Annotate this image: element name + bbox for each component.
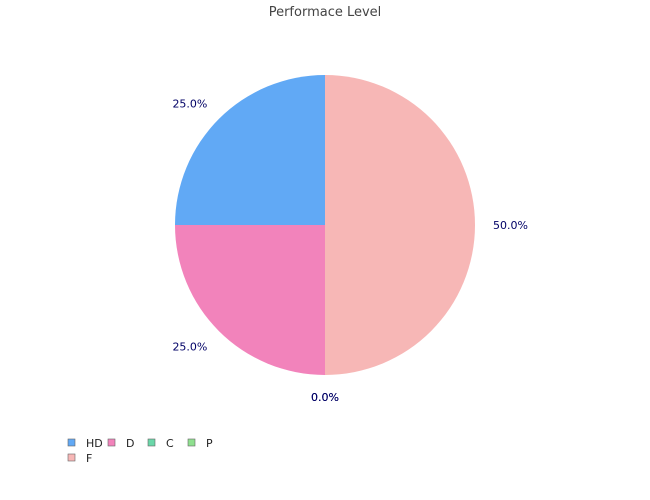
legend-label-p: P	[206, 437, 213, 450]
pie-label-f: 50.0%	[493, 219, 528, 232]
legend-swatch-c	[147, 438, 156, 447]
legend-label-d: D	[126, 437, 134, 450]
legend-item-hd: HD	[67, 437, 103, 450]
legend-item-f: F	[67, 452, 92, 465]
legend-swatch-hd	[67, 438, 76, 447]
pie-label-hd: 25.0%	[172, 97, 207, 110]
pie-label-d: 25.0%	[172, 341, 207, 354]
legend-swatch-d	[107, 438, 116, 447]
pie-slice-hd	[175, 75, 325, 225]
pie-label-p: 0.0%	[311, 391, 339, 404]
chart-title: Performace Level	[269, 5, 382, 20]
pie-label-c: 0.0%	[311, 391, 339, 404]
legend-item-c: C	[147, 437, 174, 450]
legend-label-f: F	[86, 452, 92, 465]
legend-label-hd: HD	[86, 437, 103, 450]
legend-swatch-p	[187, 438, 196, 447]
legend-item-p: P	[187, 437, 213, 450]
legend-swatch-f	[67, 453, 76, 462]
legend-item-d: D	[107, 437, 134, 450]
legend: HD D C P F	[67, 437, 213, 465]
pie-slice-f	[325, 75, 475, 375]
pie-labels: 25.0%25.0%0.0%0.0%50.0%	[172, 97, 528, 404]
pie-slices	[175, 75, 475, 375]
legend-label-c: C	[166, 437, 174, 450]
pie-slice-d	[175, 225, 325, 375]
